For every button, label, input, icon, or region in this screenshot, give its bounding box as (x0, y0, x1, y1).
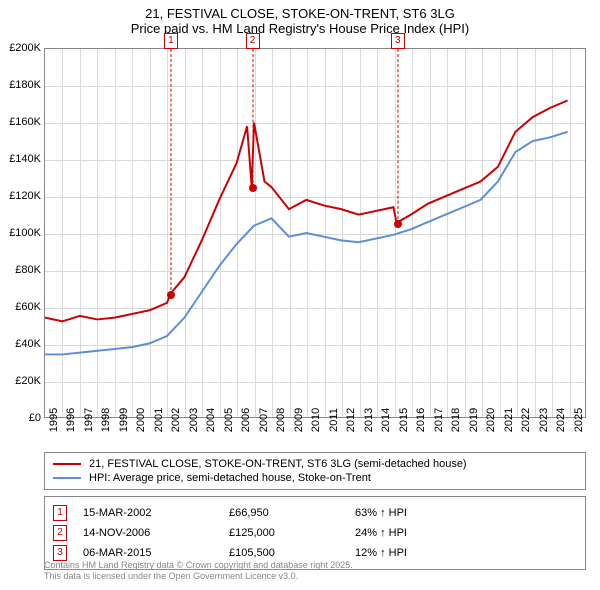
ytick-label: £0 (29, 412, 41, 424)
sale-date: 15-MAR-2002 (83, 507, 213, 519)
sale-marker-dot (249, 184, 257, 192)
sale-row: 2 14-NOV-2006 £125,000 24% ↑ HPI (53, 523, 577, 543)
legend-row: HPI: Average price, semi-detached house,… (53, 471, 577, 485)
ytick-label: £140K (9, 153, 41, 165)
sale-price: £105,500 (229, 547, 339, 559)
sale-hpi: 12% ↑ HPI (355, 547, 475, 559)
title-address: 21, FESTIVAL CLOSE, STOKE-ON-TRENT, ST6 … (0, 6, 600, 21)
legend: 21, FESTIVAL CLOSE, STOKE-ON-TRENT, ST6 … (44, 452, 586, 490)
series-price_paid (45, 101, 568, 322)
attribution-line1: Contains HM Land Registry data © Crown c… (44, 560, 586, 571)
sale-marker-stem (252, 49, 253, 188)
sale-hpi: 63% ↑ HPI (355, 507, 475, 519)
sales-table: 1 15-MAR-2002 £66,950 63% ↑ HPI 2 14-NOV-2006… (44, 496, 586, 570)
legend-swatch (53, 477, 81, 479)
ytick-label: £60K (15, 301, 41, 313)
series-hpi (45, 132, 568, 355)
sale-marker-3: 3 (391, 33, 405, 49)
sale-date: 14-NOV-2006 (83, 527, 213, 539)
ytick-label: £80K (15, 264, 41, 276)
sale-marker-stem (397, 49, 398, 224)
sale-marker-dot (394, 220, 402, 228)
sale-marker-2: 2 (246, 33, 260, 49)
sale-badge: 3 (53, 545, 67, 561)
plot-area: 123 (44, 48, 586, 418)
ytick-label: £100K (9, 227, 41, 239)
ytick-label: £120K (9, 190, 41, 202)
title-subtitle: Price paid vs. HM Land Registry's House … (0, 21, 600, 36)
ytick-label: £180K (9, 79, 41, 91)
sale-row: 1 15-MAR-2002 £66,950 63% ↑ HPI (53, 503, 577, 523)
attribution: Contains HM Land Registry data © Crown c… (44, 560, 586, 583)
sale-marker-stem (170, 49, 171, 295)
attribution-line2: This data is licensed under the Open Gov… (44, 571, 586, 582)
sale-price: £66,950 (229, 507, 339, 519)
legend-row: 21, FESTIVAL CLOSE, STOKE-ON-TRENT, ST6 … (53, 457, 577, 471)
ytick-label: £200K (9, 42, 41, 54)
legend-label: 21, FESTIVAL CLOSE, STOKE-ON-TRENT, ST6 … (89, 458, 467, 470)
sale-marker-1: 1 (164, 33, 178, 49)
line-series-svg (45, 49, 585, 417)
sale-marker-dot (167, 291, 175, 299)
chart-title: 21, FESTIVAL CLOSE, STOKE-ON-TRENT, ST6 … (0, 0, 600, 40)
sale-badge: 1 (53, 505, 67, 521)
sale-date: 06-MAR-2015 (83, 547, 213, 559)
legend-label: HPI: Average price, semi-detached house,… (89, 472, 371, 484)
ytick-label: £40K (15, 338, 41, 350)
ytick-label: £160K (9, 116, 41, 128)
chart-container: 21, FESTIVAL CLOSE, STOKE-ON-TRENT, ST6 … (0, 0, 600, 590)
sale-price: £125,000 (229, 527, 339, 539)
sale-badge: 2 (53, 525, 67, 541)
legend-swatch (53, 463, 81, 465)
sale-hpi: 24% ↑ HPI (355, 527, 475, 539)
ytick-label: £20K (15, 375, 41, 387)
